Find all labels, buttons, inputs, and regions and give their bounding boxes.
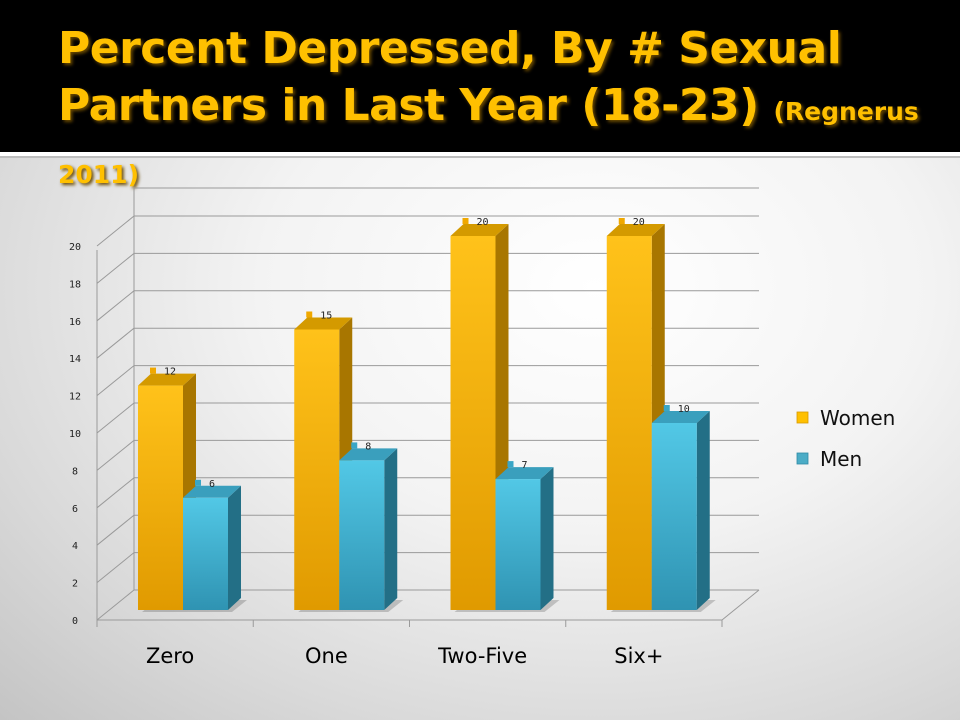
bar-men-one: [339, 460, 385, 610]
bar-side: [228, 485, 241, 610]
data-label: 6: [209, 479, 215, 490]
x-category-label: Six+: [614, 644, 663, 668]
data-label-marker: [507, 461, 514, 468]
bar-top: [294, 317, 353, 330]
y-tick-label: 10: [69, 429, 81, 440]
bar-women-six+: [606, 236, 652, 610]
gridline-side: [96, 365, 135, 396]
y-tick-label: 6: [72, 504, 78, 515]
x-category-label: Two-Five: [437, 644, 527, 668]
title-divider-shadow: [0, 156, 960, 158]
slide-title: Percent Depressed, By # Sexual Partners …: [58, 20, 938, 203]
gridline-side: [96, 290, 135, 322]
title-main: Percent Depressed, By # Sexual Partners …: [58, 23, 842, 131]
legend-label-women: Women: [820, 406, 895, 430]
data-label: 20: [477, 217, 489, 228]
bar-side: [384, 448, 398, 610]
bar-side: [540, 467, 554, 610]
bar-top: [183, 485, 241, 498]
data-label: 12: [164, 367, 176, 378]
y-tick-label: 4: [72, 541, 78, 552]
bar-top: [651, 411, 710, 423]
y-tick-label: 0: [72, 616, 78, 627]
bar-men-six+: [651, 423, 697, 610]
gridline-side: [96, 215, 135, 247]
data-label-marker: [618, 218, 625, 224]
gridline-side: [96, 402, 135, 434]
gridline-side: [96, 477, 135, 509]
bar-top: [339, 448, 398, 461]
y-tick-label: 14: [69, 354, 81, 365]
gridline-side: [96, 589, 135, 621]
legend-swatch-men: [796, 452, 809, 465]
bar-side: [696, 411, 710, 610]
legend-swatch-women: [796, 411, 809, 424]
data-label: 8: [365, 441, 371, 452]
data-label-marker: [306, 311, 313, 318]
legend-label-men: Men: [820, 447, 862, 471]
y-tick-label: 20: [69, 242, 81, 253]
y-tick-label: 16: [69, 317, 81, 328]
x-category-label: One: [305, 644, 348, 668]
x-category-label: Zero: [146, 644, 194, 668]
title-divider: [0, 152, 960, 156]
gridline-side: [96, 440, 135, 471]
bar-top: [495, 467, 554, 480]
bar-women-zero: [138, 385, 183, 610]
bar-top: [138, 373, 196, 386]
y-tick-label: 8: [72, 466, 78, 477]
data-label: 20: [633, 217, 645, 228]
data-label-marker: [351, 442, 358, 449]
bar-top: [450, 224, 509, 236]
data-label-marker: [150, 367, 156, 374]
bar-women-two-five: [450, 236, 496, 610]
data-label: 10: [678, 404, 690, 415]
title-source: (Regnerus 2011): [58, 97, 919, 189]
gridline-side: [96, 514, 135, 546]
data-label: 7: [522, 460, 528, 471]
bar-women-one: [294, 329, 340, 610]
data-label-marker: [195, 479, 201, 486]
y-tick-label: 2: [72, 579, 78, 590]
gridline-side: [96, 253, 135, 284]
data-label: 15: [320, 311, 332, 322]
y-tick-label: 18: [69, 279, 81, 290]
bar-men-zero: [183, 497, 228, 610]
bar-men-two-five: [495, 479, 541, 610]
data-label-marker: [462, 218, 469, 224]
title-bar: [0, 0, 960, 152]
y-tick-label: 12: [69, 392, 81, 403]
floor-edge: [721, 589, 760, 621]
data-label-marker: [663, 405, 670, 411]
gridline-side: [96, 552, 135, 583]
bar-top: [606, 224, 665, 236]
gridline-side: [96, 327, 135, 359]
